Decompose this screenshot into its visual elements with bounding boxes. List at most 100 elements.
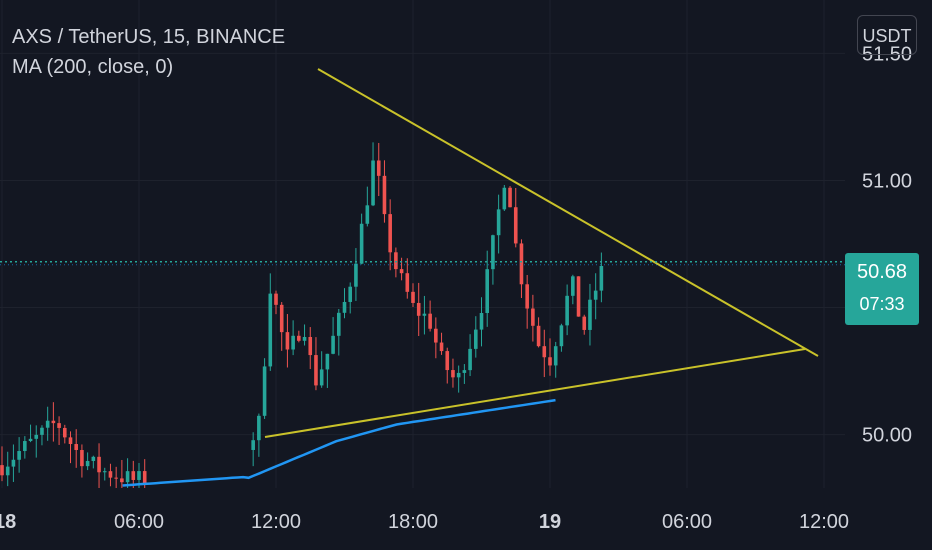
candle-up	[599, 252, 604, 303]
candle-up	[331, 317, 335, 355]
candle-down	[388, 199, 392, 271]
candle-body	[102, 471, 107, 473]
candle-down	[434, 317, 438, 359]
candle-body	[91, 456, 96, 461]
candle-body	[508, 187, 512, 208]
candle-body	[0, 465, 4, 476]
candle-body	[491, 235, 495, 270]
x-tick-label: 18:00	[388, 511, 438, 533]
candle-up	[251, 432, 255, 467]
candle-body	[74, 444, 79, 451]
candle-down	[68, 431, 73, 464]
candle-body	[17, 451, 21, 460]
candle-body	[468, 348, 472, 371]
candle-body	[114, 477, 118, 479]
candle-down	[548, 338, 552, 376]
candle-up	[365, 186, 370, 227]
candle-down	[451, 358, 455, 388]
x-tick-label: 06:00	[114, 511, 164, 533]
candle-up	[342, 288, 347, 319]
candle-body	[45, 420, 50, 428]
candle-body	[342, 301, 347, 313]
candle-down	[108, 463, 113, 487]
candle-down	[582, 314, 587, 335]
x-tick-label: 12:00	[799, 511, 849, 533]
candle-up	[348, 282, 353, 314]
candle-down	[519, 239, 524, 299]
candle-up	[85, 452, 90, 471]
candle-up	[565, 284, 569, 336]
candle-body	[274, 293, 278, 305]
candle-up	[588, 283, 592, 346]
candle-down	[62, 424, 67, 444]
candle-up	[553, 341, 558, 378]
candle-body	[502, 187, 507, 210]
candle-down	[405, 258, 410, 299]
ma-indicator-label[interactable]: MA (200, close, 0)	[12, 56, 174, 78]
candle-body	[399, 269, 404, 274]
candle-body	[536, 325, 541, 347]
candle-body	[559, 325, 564, 347]
symbol-title[interactable]: AXS / TetherUS, 15, BINANCE	[12, 26, 286, 48]
candle-up	[125, 458, 130, 488]
candle-down	[531, 294, 535, 342]
candle-body	[519, 243, 524, 285]
candle-body	[80, 450, 84, 467]
candle-body	[34, 434, 39, 439]
candle-up	[462, 364, 467, 384]
candle-body	[479, 312, 484, 330]
candle-body	[553, 346, 558, 366]
candle-body	[308, 337, 313, 356]
trendline-lower[interactable]	[264, 348, 806, 438]
candle-body	[593, 290, 598, 300]
candle-body	[68, 437, 73, 445]
candle-up	[359, 213, 364, 265]
trendline-upper[interactable]	[317, 68, 819, 357]
candle-body	[120, 478, 124, 483]
candle-body	[325, 353, 330, 370]
candle-down	[97, 443, 101, 488]
candle-up	[102, 467, 107, 481]
candle-body	[388, 214, 392, 253]
candle-body	[582, 316, 587, 330]
candle-down	[285, 314, 290, 368]
candle-body	[62, 427, 67, 438]
candle-body	[548, 357, 552, 366]
candle-down	[120, 459, 124, 488]
candle-down	[508, 186, 512, 208]
candle-down	[51, 402, 56, 442]
candle-down	[274, 290, 278, 315]
candle-up	[34, 425, 39, 458]
candle-body	[531, 308, 535, 326]
candle-body	[382, 175, 387, 215]
x-tick-label: 06:00	[662, 511, 712, 533]
candle-up	[496, 194, 501, 254]
candle-body	[439, 342, 444, 352]
candle-body	[525, 284, 529, 309]
candle-body	[314, 355, 318, 386]
candle-up	[456, 365, 461, 393]
candle-up	[354, 248, 358, 301]
candle-body	[97, 456, 101, 473]
candle-down	[114, 466, 118, 488]
candle-body	[257, 415, 261, 441]
candle-up	[491, 234, 495, 285]
candle-up	[593, 273, 598, 320]
candle-body	[416, 302, 421, 316]
candle-down	[445, 347, 450, 384]
candle-body	[348, 286, 353, 302]
candle-body	[576, 276, 581, 317]
candle-up	[5, 451, 10, 487]
currency-button[interactable]: USDT	[857, 15, 917, 55]
candle-body	[108, 471, 113, 478]
candle-body	[571, 276, 575, 296]
candle-body	[51, 420, 56, 424]
x-tick-label: 18	[0, 511, 16, 533]
candle-body	[434, 328, 438, 343]
candle-body	[405, 273, 410, 292]
candle-body	[462, 370, 467, 373]
candle-up	[319, 351, 324, 388]
candle-up	[291, 320, 295, 356]
